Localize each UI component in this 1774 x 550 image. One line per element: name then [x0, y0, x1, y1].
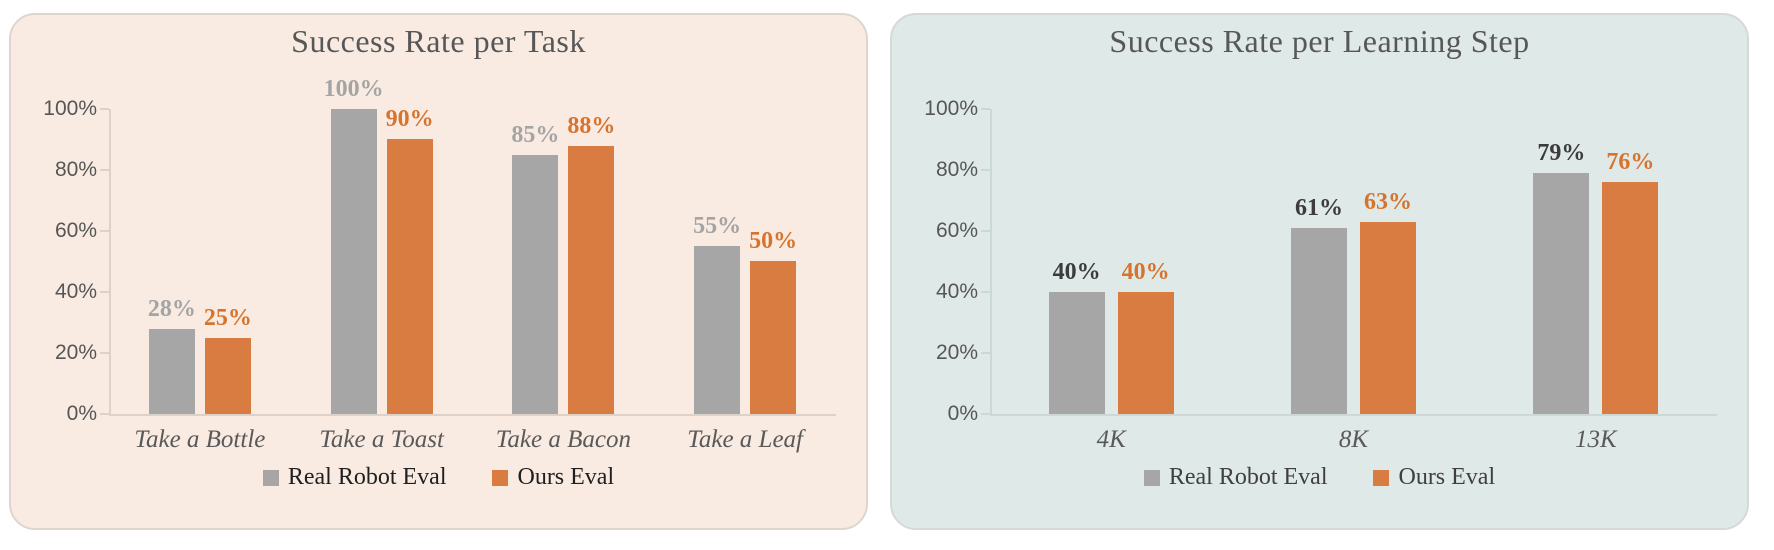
- y-axis-tick: [100, 108, 109, 110]
- chart-panel-success-rate-per-task: Success Rate per Task 0% 20% 40% 60% 80% 100%…: [9, 13, 868, 530]
- bar-real-robot-eval-take-a-bottle: [148, 329, 195, 414]
- y-axis-line: [990, 109, 992, 414]
- y-axis-tick-label: 80%: [54, 158, 97, 181]
- legend-item-real-robot-eval: Real Robot Eval: [1143, 464, 1328, 491]
- bar-ours-eval-8k: [1360, 222, 1416, 414]
- bar-real-robot-eval-take-a-toast: [330, 109, 377, 414]
- bar-ours-eval-take-a-bottle: [204, 338, 251, 414]
- chart-panel-success-rate-per-learning-step: Success Rate per Learning Step 0% 20% 40% 6…: [890, 13, 1749, 530]
- legend: Real Robot Eval Ours Eval: [892, 464, 1747, 491]
- y-axis-tick: [981, 230, 990, 232]
- bar-real-robot-eval-4k: [1048, 292, 1105, 414]
- y-axis-tick: [981, 169, 990, 171]
- y-axis-tick-label: 0%: [947, 402, 978, 425]
- bar-ours-eval-take-a-toast: [386, 139, 433, 414]
- bar-value-label-real-robot-eval-take-a-toast: 100%: [323, 76, 384, 102]
- legend: Real Robot Eval Ours Eval: [11, 464, 866, 491]
- y-axis-tick: [981, 291, 990, 293]
- legend-label: Real Robot Eval: [1168, 464, 1328, 490]
- x-axis-line: [109, 414, 836, 416]
- y-axis-tick-label: 40%: [935, 280, 978, 303]
- y-axis-tick-label: 80%: [935, 158, 978, 181]
- y-axis-tick-label: 20%: [935, 341, 978, 364]
- bar-ours-eval-4k: [1117, 292, 1174, 414]
- chart-title: Success Rate per Learning Step: [1109, 23, 1530, 59]
- y-axis-tick: [100, 169, 109, 171]
- bar-value-label-real-robot-eval-take-a-bacon: 85%: [511, 122, 560, 148]
- bar-value-label-ours-eval-take-a-bacon: 88%: [567, 113, 616, 139]
- y-axis-tick: [100, 413, 109, 415]
- category-label-4k: 4K: [1096, 426, 1126, 453]
- plot-area: 0% 20% 40% 60% 80% 100% Take a Bottle 28% 25% Tak…: [11, 15, 866, 528]
- bar-value-label-ours-eval-8k: 63%: [1364, 189, 1412, 215]
- legend-swatch-icon: [262, 469, 279, 486]
- legend-label: Real Robot Eval: [287, 464, 447, 490]
- y-axis-tick-label: 60%: [54, 219, 97, 242]
- category-label-take-a-leaf: Take a Leaf: [687, 426, 803, 453]
- y-axis-tick-label: 40%: [54, 280, 97, 303]
- bar-ours-eval-take-a-leaf: [750, 261, 797, 414]
- bar-value-label-real-robot-eval-13k: 79%: [1537, 140, 1586, 166]
- bar-value-label-ours-eval-4k: 40%: [1121, 259, 1170, 285]
- bar-real-robot-eval-take-a-leaf: [694, 246, 741, 414]
- bar-value-label-real-robot-eval-8k: 61%: [1295, 195, 1343, 221]
- bar-real-robot-eval-take-a-bacon: [512, 155, 559, 414]
- category-label-8k: 8K: [1338, 426, 1369, 453]
- legend-swatch-icon: [1373, 469, 1390, 486]
- bar-ours-eval-take-a-bacon: [568, 146, 615, 414]
- x-axis-line: [990, 414, 1717, 416]
- y-axis-line: [109, 109, 111, 414]
- legend-swatch-icon: [492, 469, 509, 486]
- bar-value-label-real-robot-eval-take-a-bottle: 28%: [147, 296, 196, 322]
- y-axis-tick-label: 100%: [924, 97, 978, 120]
- bar-real-robot-eval-8k: [1291, 228, 1347, 414]
- legend-item-real-robot-eval: Real Robot Eval: [262, 464, 447, 491]
- y-axis-tick: [981, 108, 990, 110]
- category-label-take-a-bottle: Take a Bottle: [134, 426, 266, 453]
- bar-value-label-ours-eval-take-a-toast: 90%: [385, 106, 434, 132]
- y-axis-tick: [100, 230, 109, 232]
- bar-value-label-ours-eval-13k: 76%: [1606, 149, 1655, 175]
- legend-item-ours-eval: Ours Eval: [1373, 464, 1495, 491]
- y-axis-tick: [981, 413, 990, 415]
- y-axis-tick-label: 100%: [43, 97, 97, 120]
- bar-value-label-ours-eval-take-a-leaf: 50%: [749, 228, 798, 254]
- bar-value-label-real-robot-eval-4k: 40%: [1052, 259, 1101, 285]
- bar-real-robot-eval-13k: [1533, 173, 1590, 414]
- category-label-take-a-bacon: Take a Bacon: [495, 426, 631, 453]
- bar-ours-eval-13k: [1602, 182, 1659, 414]
- category-label-take-a-toast: Take a Toast: [319, 426, 444, 453]
- legend-label: Ours Eval: [517, 464, 615, 490]
- bar-value-label-ours-eval-take-a-bottle: 25%: [203, 305, 252, 331]
- legend-label: Ours Eval: [1398, 464, 1496, 490]
- y-axis-tick: [981, 352, 990, 354]
- category-label-13k: 13K: [1574, 426, 1617, 453]
- legend-swatch-icon: [1143, 469, 1160, 486]
- y-axis-tick-label: 0%: [66, 402, 97, 425]
- legend-item-ours-eval: Ours Eval: [492, 464, 614, 491]
- bar-value-label-real-robot-eval-take-a-leaf: 55%: [693, 213, 742, 239]
- y-axis-tick: [100, 291, 109, 293]
- chart-title: Success Rate per Task: [291, 23, 586, 59]
- plot-area: 0% 20% 40% 60% 80% 100% 4K 40% 40% 8K 61% 63% 13K 79%…: [892, 15, 1747, 528]
- y-axis-tick: [100, 352, 109, 354]
- y-axis-tick-label: 20%: [54, 341, 97, 364]
- y-axis-tick-label: 60%: [935, 219, 978, 242]
